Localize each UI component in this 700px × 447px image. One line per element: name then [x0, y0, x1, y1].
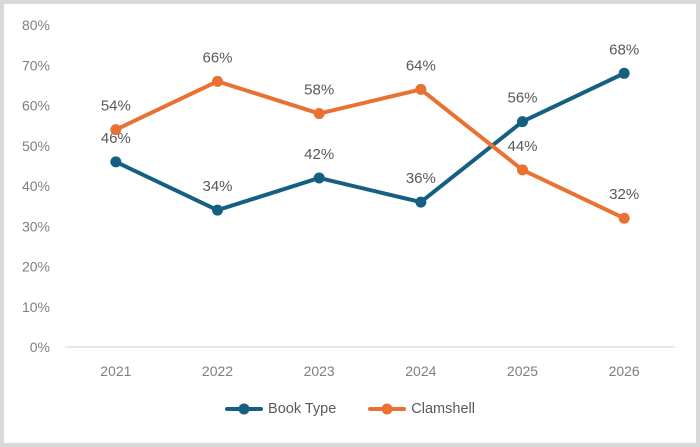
y-axis-tick-label: 10%	[22, 299, 50, 315]
data-point-label-clamshell: 32%	[609, 186, 639, 203]
y-axis-tick-label: 20%	[22, 259, 50, 275]
data-point-label-clamshell: 64%	[406, 57, 436, 74]
series-line-book-type	[113, 71, 627, 213]
y-axis-tick-label: 30%	[22, 218, 50, 234]
data-point-label-book-type: 36%	[406, 170, 436, 187]
y-axis-tick-label: 80%	[22, 17, 50, 33]
data-point-marker-clamshell	[415, 83, 427, 95]
data-point-label-book-type: 68%	[609, 41, 639, 58]
legend-label-clamshell: Clamshell	[411, 401, 475, 417]
x-axis-tick-label: 2022	[202, 363, 233, 379]
legend-dot-swatch	[238, 403, 250, 415]
data-point-label-book-type: 56%	[507, 90, 537, 107]
data-point-label-clamshell: 58%	[304, 82, 334, 99]
data-point-label-book-type: 42%	[304, 146, 334, 163]
legend-dot-swatch	[381, 403, 393, 415]
data-point-label-clamshell: 66%	[202, 49, 232, 66]
legend-line-marker-icon	[368, 403, 407, 415]
x-axis-tick-label: 2026	[609, 363, 640, 379]
legend-line-marker-icon	[225, 403, 264, 415]
x-axis-tick-label: 2023	[304, 363, 335, 379]
data-point-marker-book-type	[415, 196, 427, 208]
y-axis-tick-label: 0%	[30, 339, 50, 355]
y-axis-tick-label: 50%	[22, 138, 50, 154]
y-axis-tick-label: 40%	[22, 178, 50, 194]
legend-label-book-type: Book Type	[268, 401, 337, 417]
data-point-marker-book-type	[212, 204, 223, 216]
data-point-marker-book-type	[517, 116, 528, 128]
data-point-label-book-type: 34%	[202, 178, 232, 195]
x-axis-tick-label: 2021	[100, 363, 131, 379]
data-point-label-clamshell: 54%	[101, 98, 131, 115]
data-point-marker-clamshell	[517, 164, 528, 176]
x-axis-tick-label: 2024	[405, 363, 436, 379]
data-point-marker-book-type	[313, 172, 325, 184]
y-axis-tick-label: 60%	[22, 98, 50, 114]
line-chart: 0% 10% 20% 30% 40% 50% 60% 70% 80% 2021 2022 2023 20…	[4, 4, 696, 443]
series-line-clamshell	[113, 79, 627, 221]
data-point-marker-book-type	[110, 156, 122, 168]
x-axis-tick-label: 2025	[507, 363, 538, 379]
legend-item-clamshell: Clamshell	[368, 399, 475, 419]
data-point-label-book-type: 46%	[101, 130, 131, 147]
plot-area: 0% 10% 20% 30% 40% 50% 60% 70% 80% 2021 2022 2023 20…	[22, 17, 675, 379]
data-point-marker-clamshell	[212, 75, 223, 87]
y-axis-tick-label: 70%	[22, 57, 50, 73]
data-point-marker-book-type	[618, 67, 630, 79]
data-point-marker-clamshell	[313, 108, 325, 120]
chart-legend: Book Type Clamshell	[225, 399, 475, 419]
legend-item-book-type: Book Type	[225, 399, 336, 419]
data-point-marker-clamshell	[110, 124, 122, 136]
data-point-marker-clamshell	[618, 212, 630, 224]
data-point-label-clamshell: 44%	[507, 138, 537, 155]
